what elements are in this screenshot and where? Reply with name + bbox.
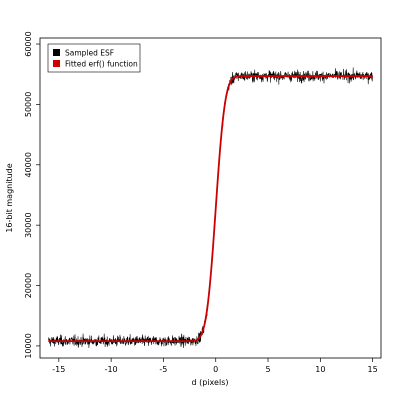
y-tick-label: 50000: [24, 92, 33, 117]
x-tick-label: -15: [52, 365, 65, 374]
plot-frame: [39, 37, 382, 359]
legend-box: [47, 43, 141, 73]
y-tick-label: 30000: [24, 212, 33, 237]
x-tick-label: 15: [368, 365, 378, 374]
y-tick-label: 10000: [24, 333, 33, 358]
y-tick-label: 60000: [24, 31, 33, 56]
x-axis: -15 -10 -5 0 5 10 15: [52, 358, 378, 374]
x-tick-label: -5: [159, 365, 167, 374]
x-tick-label: 0: [213, 365, 218, 374]
legend-swatch-sampled: [53, 49, 60, 56]
x-axis-label: d (pixels): [192, 378, 229, 387]
legend: Sampled ESF Fitted erf() function: [47, 43, 141, 73]
y-tick-label: 40000: [24, 152, 33, 177]
y-tick-label: 20000: [24, 273, 33, 298]
legend-swatch-fitted: [53, 60, 60, 67]
x-tick-label: -10: [105, 365, 118, 374]
x-tick-label: 10: [315, 365, 325, 374]
legend-label-sampled: Sampled ESF: [65, 49, 114, 58]
series-fitted-erf: [48, 75, 373, 342]
y-axis: 10000 20000 30000 40000 50000 60000: [24, 31, 40, 359]
x-tick-label: 5: [265, 365, 270, 374]
y-axis-label: 16-bit magnitude: [5, 163, 14, 232]
series-layer: [48, 67, 373, 349]
series-sampled-esf: [48, 67, 373, 349]
legend-label-fitted: Fitted erf() function: [65, 60, 138, 69]
